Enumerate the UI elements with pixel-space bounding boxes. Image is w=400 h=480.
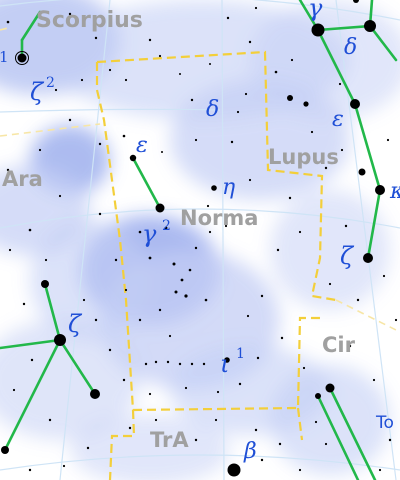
circinus-figure-2	[316, 394, 360, 480]
label-zeta2-scorpii-sup: 2	[46, 75, 55, 91]
label-delta-lupi: δ	[344, 35, 357, 60]
label-scorpius: Scorpius	[36, 8, 143, 33]
label-norma: Norma	[180, 206, 258, 230]
label-beta-tra: β	[243, 439, 257, 464]
star-labels: 1 ζ 2 γ δ ε κ ζ δ ε η γ 2 ι 1 ζ β	[0, 0, 400, 464]
scorpius-figure-2	[20, 10, 42, 42]
label-kappa-lupi-partial: κ	[389, 179, 400, 204]
label-ara: Ara	[2, 167, 43, 191]
label-partial-one: 1	[0, 48, 9, 66]
label-gamma2-normae: γ	[142, 220, 157, 248]
label-telescopium-partial: To	[375, 413, 394, 433]
label-epsilon-lupi: ε	[332, 107, 344, 132]
label-iota1-normae: ι	[220, 350, 229, 378]
label-zeta2-scorpii: ζ	[30, 78, 45, 106]
bright-stars	[1, 0, 385, 477]
label-delta-normae: δ	[206, 97, 219, 122]
ara-figure-2	[0, 338, 62, 350]
label-triangulum-australe: TrA	[150, 428, 189, 452]
constellation-boundaries	[0, 27, 400, 480]
label-epsilon-normae: ε	[136, 133, 148, 158]
label-gamma2-normae-sup: 2	[162, 218, 171, 234]
label-zeta-arae: ζ	[68, 310, 83, 338]
constellation-names: Scorpius Ara Norma Lupus Cir TrA To	[2, 8, 394, 452]
lupus-figure-4	[368, 24, 398, 62]
ara-figure-3	[3, 338, 62, 452]
norma-figure	[131, 156, 162, 210]
faint-stars	[6, 6, 398, 472]
label-lupus: Lupus	[268, 145, 339, 169]
label-zeta-lupi: ζ	[340, 242, 355, 270]
label-iota1-normae-sup: 1	[236, 346, 245, 362]
label-gamma-lupi: γ	[308, 0, 323, 22]
circinus-figure	[328, 386, 377, 480]
label-eta-normae: η	[222, 175, 235, 200]
label-circinus: Cir	[322, 333, 356, 357]
lupus-figure-2	[316, 28, 382, 260]
